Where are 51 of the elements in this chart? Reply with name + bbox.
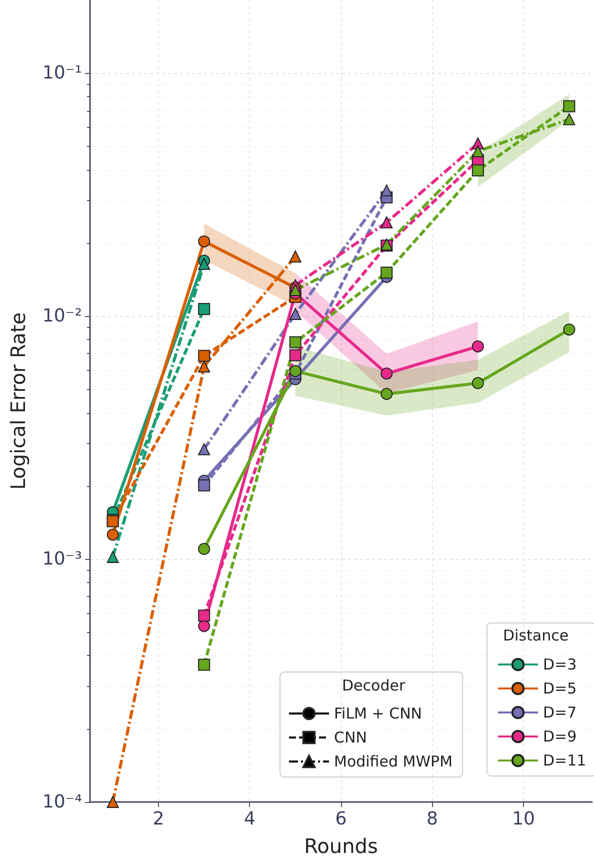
point	[198, 542, 210, 555]
point	[198, 302, 210, 315]
point	[289, 308, 302, 320]
legend-label: D=3	[543, 656, 577, 674]
legend-label: D=9	[543, 728, 577, 746]
point	[198, 610, 210, 622]
x-tick-label: 4	[244, 808, 256, 830]
x-axis-title: Rounds	[304, 834, 378, 858]
point	[472, 145, 484, 158]
point	[472, 164, 484, 176]
legend-label: Modified MWPM	[334, 752, 453, 770]
legend-label: D=5	[543, 680, 577, 698]
point	[198, 360, 210, 373]
point	[563, 324, 576, 336]
point	[380, 184, 393, 196]
point	[106, 528, 119, 541]
y-tick-label: 10⁻⁴	[42, 792, 82, 812]
x-tick-label: 8	[426, 808, 438, 830]
annotation: Decoder	[342, 676, 406, 694]
point	[106, 796, 119, 808]
legend-title: Distance	[503, 626, 569, 644]
point	[472, 340, 484, 352]
point	[198, 235, 210, 248]
y-tick-label: 10⁻²	[42, 306, 82, 327]
legend-label: CNN	[334, 728, 367, 746]
y-axis-title: Logical Error Rate	[6, 312, 30, 490]
point	[380, 368, 393, 380]
x-tick-label: 2	[152, 808, 164, 830]
point	[380, 388, 393, 400]
legend-label: FiLM + CNN	[334, 704, 422, 722]
point	[472, 377, 484, 390]
point	[289, 336, 302, 348]
point	[289, 365, 302, 378]
x-tick-label: 6	[335, 808, 347, 830]
y-tick-label: 10⁻¹	[42, 62, 82, 84]
point	[198, 620, 210, 632]
point	[380, 266, 393, 279]
point	[198, 479, 210, 492]
point	[380, 216, 393, 228]
point	[563, 113, 576, 126]
point	[198, 658, 210, 671]
y-tick-label: 10⁻³	[42, 548, 82, 570]
point	[289, 349, 302, 362]
point	[198, 443, 210, 456]
x-tick-label: 10	[512, 808, 535, 830]
point	[289, 250, 302, 262]
point	[289, 284, 302, 296]
point	[198, 350, 210, 362]
legend-label: D=11	[543, 752, 586, 770]
point	[563, 100, 576, 112]
legend-label: D=7	[543, 704, 577, 722]
